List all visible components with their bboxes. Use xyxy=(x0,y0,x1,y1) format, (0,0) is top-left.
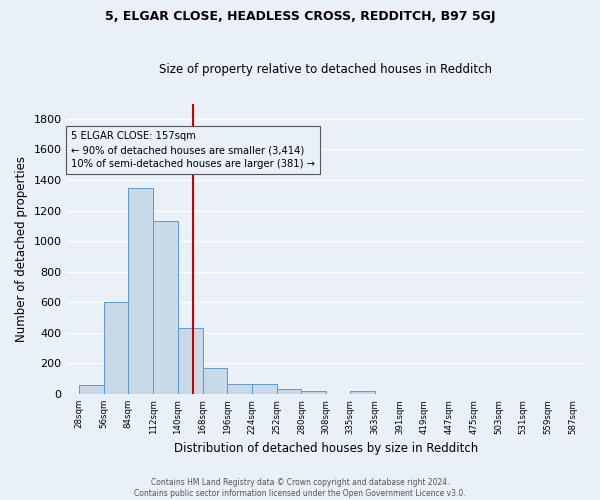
Bar xyxy=(252,384,277,394)
Bar xyxy=(350,391,375,394)
Bar xyxy=(178,328,203,394)
Y-axis label: Number of detached properties: Number of detached properties xyxy=(15,156,28,342)
Bar xyxy=(128,188,153,394)
Bar xyxy=(227,384,252,394)
Bar xyxy=(153,221,178,394)
Bar xyxy=(203,368,227,394)
Bar xyxy=(277,388,301,394)
Bar xyxy=(104,302,128,394)
Bar xyxy=(79,385,104,394)
Text: 5, ELGAR CLOSE, HEADLESS CROSS, REDDITCH, B97 5GJ: 5, ELGAR CLOSE, HEADLESS CROSS, REDDITCH… xyxy=(105,10,495,23)
Text: 5 ELGAR CLOSE: 157sqm
← 90% of detached houses are smaller (3,414)
10% of semi-d: 5 ELGAR CLOSE: 157sqm ← 90% of detached … xyxy=(71,131,316,169)
Title: Size of property relative to detached houses in Redditch: Size of property relative to detached ho… xyxy=(159,63,492,76)
X-axis label: Distribution of detached houses by size in Redditch: Distribution of detached houses by size … xyxy=(173,442,478,455)
Text: Contains HM Land Registry data © Crown copyright and database right 2024.
Contai: Contains HM Land Registry data © Crown c… xyxy=(134,478,466,498)
Bar xyxy=(301,391,326,394)
